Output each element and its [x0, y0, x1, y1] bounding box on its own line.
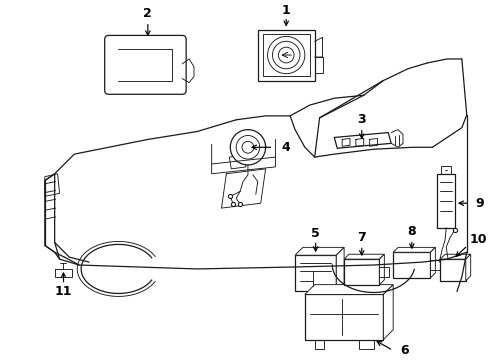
Polygon shape: [439, 254, 470, 259]
Polygon shape: [304, 294, 383, 339]
FancyBboxPatch shape: [104, 35, 186, 94]
Polygon shape: [392, 247, 434, 252]
Polygon shape: [429, 247, 434, 278]
Polygon shape: [379, 254, 384, 285]
Polygon shape: [436, 174, 454, 228]
Polygon shape: [344, 254, 384, 259]
Text: 10: 10: [469, 233, 486, 246]
Text: 7: 7: [357, 231, 366, 244]
Text: 3: 3: [357, 113, 366, 126]
Polygon shape: [344, 259, 379, 285]
Polygon shape: [383, 285, 392, 339]
Polygon shape: [45, 174, 60, 196]
Polygon shape: [439, 259, 465, 281]
Text: 6: 6: [399, 344, 408, 357]
Polygon shape: [294, 247, 344, 255]
Polygon shape: [392, 252, 429, 278]
Text: 1: 1: [281, 4, 290, 17]
Circle shape: [230, 130, 265, 165]
Polygon shape: [229, 155, 245, 169]
Polygon shape: [465, 254, 470, 281]
Polygon shape: [336, 247, 344, 291]
Text: 2: 2: [143, 7, 152, 20]
Polygon shape: [304, 285, 392, 294]
Text: 5: 5: [311, 227, 319, 240]
Text: 9: 9: [475, 197, 483, 210]
Text: 11: 11: [55, 285, 72, 298]
Text: 4: 4: [281, 141, 289, 154]
Polygon shape: [294, 255, 336, 291]
Polygon shape: [257, 30, 314, 81]
Text: 8: 8: [407, 225, 415, 238]
